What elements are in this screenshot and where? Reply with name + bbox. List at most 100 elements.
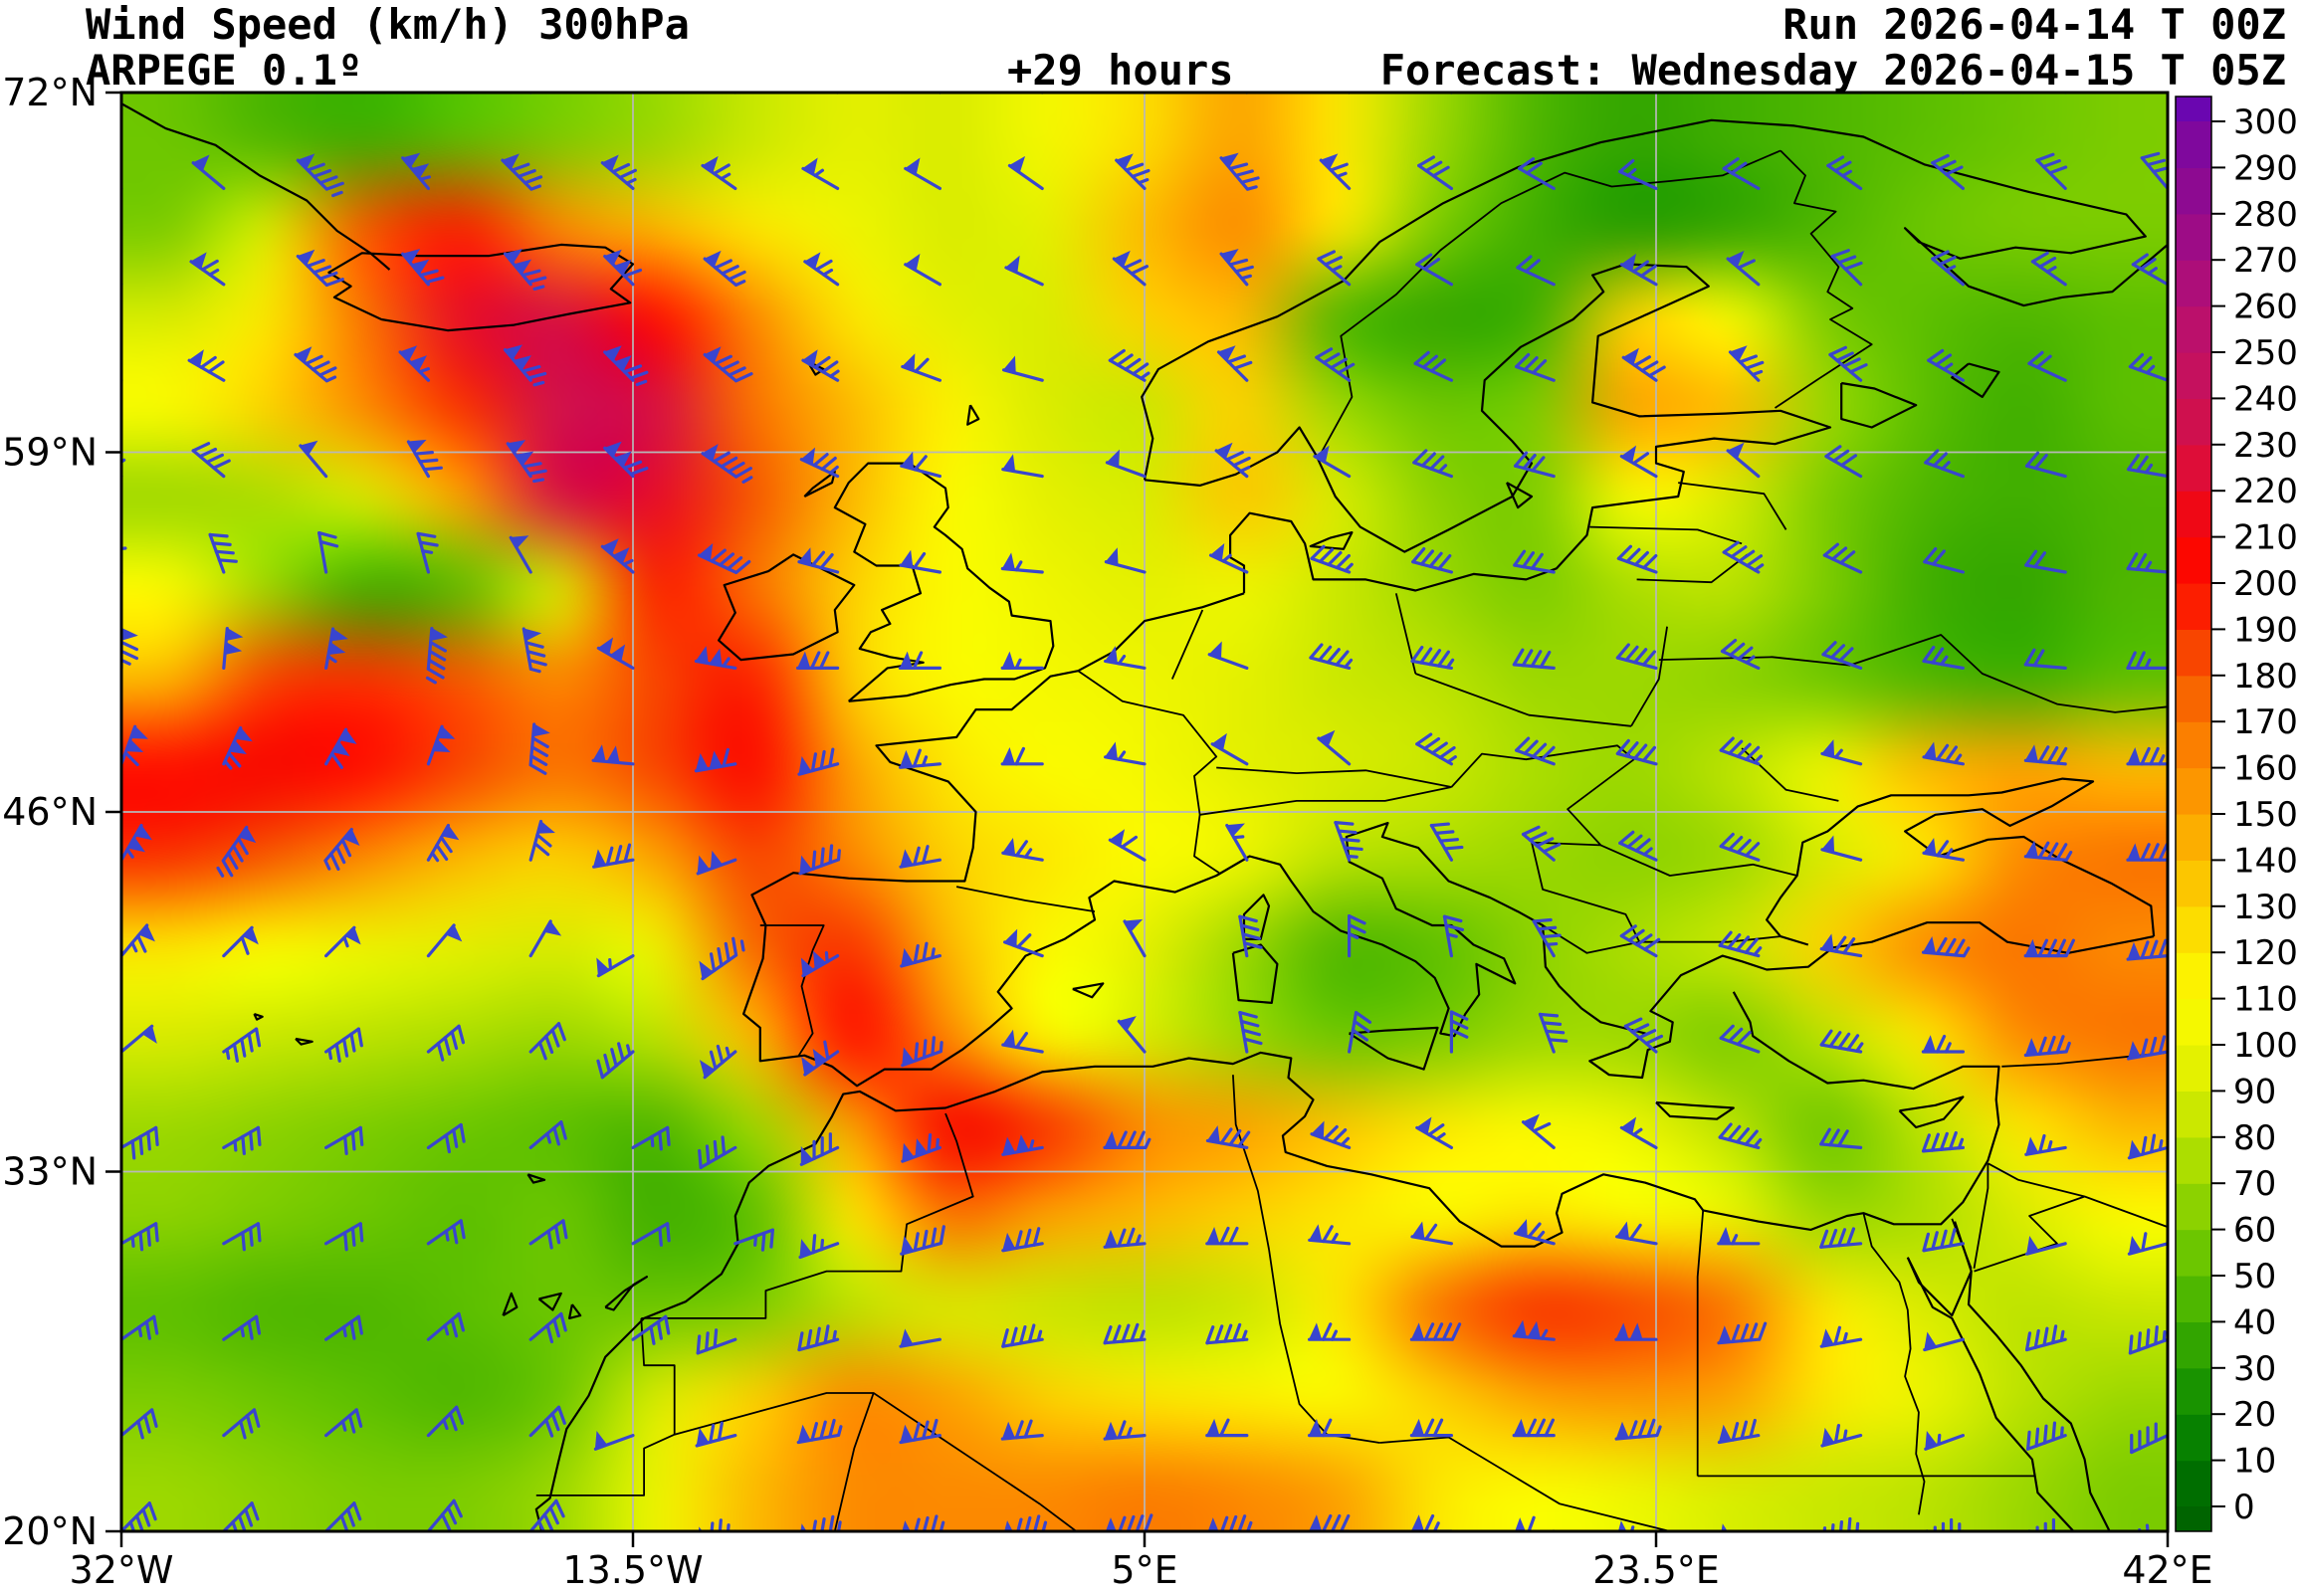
colorbar-tick-label: 190 <box>2233 610 2298 650</box>
wind-barb <box>2126 843 2168 862</box>
wind-barb <box>222 1222 262 1252</box>
wind-barb <box>1307 1322 1352 1341</box>
wind-barb <box>1001 1134 1044 1156</box>
wind-barb <box>899 549 942 574</box>
wind-barb <box>1717 1321 1768 1345</box>
wind-barb <box>2126 746 2168 766</box>
coastline <box>1231 943 1279 1004</box>
wind-barb <box>899 845 942 869</box>
colorbar-segment <box>2176 1367 2211 1415</box>
colorbar <box>2175 96 2212 1532</box>
wind-barb <box>1618 830 1658 862</box>
wind-barb <box>1551 93 1556 95</box>
wind-barb <box>1513 549 1556 574</box>
river-line <box>1862 1212 1926 1515</box>
wind-barb <box>222 925 259 958</box>
wind-barb <box>631 1222 671 1247</box>
colorbar-tick-label: 170 <box>2233 702 2298 742</box>
wind-barb <box>1210 732 1249 766</box>
wind-barb <box>1415 1116 1454 1150</box>
wind-barb <box>1722 157 1761 190</box>
wind-barb <box>2026 1421 2067 1451</box>
wind-barb <box>2128 1325 2168 1355</box>
wind-barb <box>426 923 463 958</box>
wind-barb <box>1142 93 1147 95</box>
colorbar-tick-label: 70 <box>2233 1164 2276 1204</box>
wind-barb <box>1315 347 1356 382</box>
wind-barb <box>1922 645 1966 671</box>
wind-barb <box>900 1225 945 1256</box>
wind-barb <box>1830 249 1863 287</box>
wind-barb <box>323 827 360 872</box>
lat-tick-label: 33°N <box>2 1150 98 1194</box>
wind-barbs-layer <box>121 93 2168 1531</box>
rivers-layer <box>1862 1212 1926 1515</box>
coastline <box>1144 263 1832 594</box>
wind-barb <box>522 627 547 674</box>
colorbar-tick-label: 210 <box>2233 518 2298 558</box>
colorbar-segment <box>2176 1136 2211 1184</box>
wind-barb <box>1623 1017 1664 1054</box>
wind-barb <box>1921 1034 1966 1054</box>
wind-barb <box>937 93 942 95</box>
wind-barb <box>603 441 649 479</box>
wind-barb <box>121 1314 159 1341</box>
coastline <box>295 1037 314 1046</box>
wind-barb <box>1000 1419 1044 1441</box>
wind-barb <box>1615 643 1658 671</box>
wind-barb <box>222 1408 261 1440</box>
wind-barb <box>1923 1331 1966 1352</box>
wind-barb <box>501 153 543 191</box>
wind-barb <box>1219 152 1260 191</box>
wind-barb <box>1515 736 1556 766</box>
wind-barb <box>803 252 840 287</box>
colorbar-segment <box>2176 213 2211 261</box>
wind-barb <box>324 1314 363 1341</box>
coastline <box>803 470 836 498</box>
border-line <box>1741 747 1839 802</box>
wind-barb <box>1931 153 1966 190</box>
wind-barb <box>1824 445 1863 479</box>
coastline <box>1840 381 1918 429</box>
wind-barb <box>2024 451 2067 479</box>
wind-barb <box>1310 1120 1352 1150</box>
wind-barb <box>324 727 357 769</box>
wind-barb <box>299 440 328 479</box>
wind-barb <box>1104 547 1147 574</box>
lat-tick-label: 20°N <box>2 1509 98 1553</box>
wind-barb <box>1819 1127 1863 1150</box>
wind-barb <box>1003 928 1044 958</box>
lat-tick-label: 46°N <box>2 790 98 834</box>
colorbar-labels: 0 10 20 30 40 50 60 70 80 90 100 110 120 130 140 150 160… <box>2211 102 2298 1527</box>
colorbar-tick-label: 150 <box>2233 795 2298 835</box>
lat-tick-label: 59°N <box>2 431 98 475</box>
wind-barb <box>1931 250 1966 287</box>
wind-barb <box>1828 345 1868 382</box>
wind-barb <box>324 1125 364 1155</box>
wind-barb <box>898 651 942 671</box>
colorbar-segment <box>2176 1414 2211 1462</box>
wind-barb <box>1652 93 1658 95</box>
wind-barb <box>1512 648 1556 671</box>
wind-barb <box>701 444 753 484</box>
wind-barb <box>796 1418 843 1445</box>
wind-barb <box>426 1405 465 1438</box>
wind-barb <box>2140 151 2168 190</box>
colorbar-tick-label: 260 <box>2233 288 2298 327</box>
wind-barb <box>1001 837 1044 862</box>
border-line <box>955 886 1096 912</box>
colorbar-segment <box>2176 398 2211 446</box>
colorbar-segment <box>2176 905 2211 953</box>
wind-barb <box>528 1311 567 1344</box>
wind-barb <box>1205 1226 1249 1246</box>
colorbar-segment <box>2176 998 2211 1046</box>
wind-barb <box>1922 741 1966 766</box>
wind-barb <box>1205 1125 1251 1150</box>
wind-barb <box>1105 449 1147 479</box>
wind-barb <box>1410 1221 1454 1246</box>
wind-barb <box>703 346 753 383</box>
wind-barb <box>2131 253 2168 287</box>
coastline <box>806 359 825 376</box>
wind-barb <box>1719 736 1764 766</box>
border-line <box>641 1112 974 1319</box>
